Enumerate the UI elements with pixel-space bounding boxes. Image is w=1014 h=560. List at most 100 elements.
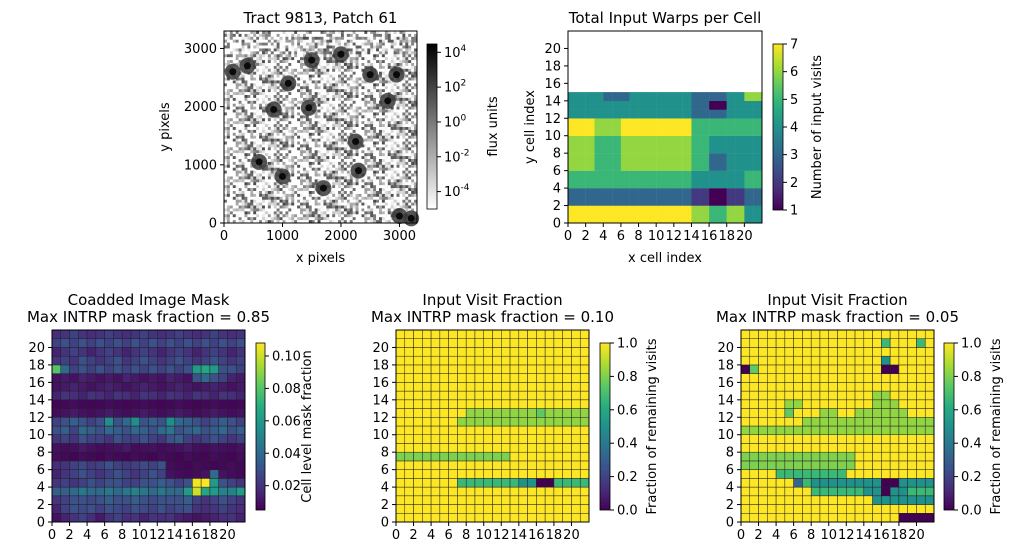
sky-pixel <box>236 127 239 130</box>
sky-pixel <box>288 115 291 118</box>
sky-pixel <box>268 142 271 145</box>
sky-pixel <box>312 165 315 168</box>
sky-pixel <box>344 171 347 174</box>
sky-pixel <box>353 127 356 130</box>
heatmap-cell <box>630 214 639 223</box>
sky-pixel <box>329 112 332 115</box>
sky-pixel <box>291 54 294 57</box>
y-tick-label: 3000 <box>184 42 217 57</box>
sky-pixel <box>303 46 306 49</box>
heatmap-cell <box>700 171 709 180</box>
sky-pixel <box>376 43 379 46</box>
heatmap-cell <box>718 179 727 188</box>
heatmap-cell <box>175 505 184 514</box>
sky-pixel <box>253 208 256 211</box>
sky-pixel <box>370 156 373 159</box>
sky-pixel <box>385 130 388 133</box>
sky-pixel <box>271 191 274 194</box>
sky-pixel <box>268 159 271 162</box>
x-tick-label: 1000 <box>266 229 299 244</box>
sky-pixel <box>329 142 332 145</box>
sky-pixel <box>332 203 335 206</box>
sky-pixel <box>405 104 408 107</box>
sky-pixel <box>382 133 385 136</box>
sky-pixel <box>297 107 300 110</box>
sky-pixel <box>338 118 341 121</box>
heatmap-cell <box>736 136 745 145</box>
sky-pixel <box>382 179 385 182</box>
sky-pixel <box>326 60 329 63</box>
sky-pixel <box>326 200 329 203</box>
sky-pixel <box>227 60 230 63</box>
sky-pixel <box>227 162 230 165</box>
sky-pixel <box>402 66 405 69</box>
sky-pixel <box>347 206 350 209</box>
sky-pixel <box>344 43 347 46</box>
sky-pixel <box>370 34 373 37</box>
sky-pixel <box>277 37 280 40</box>
x-tick-label: 14 <box>683 229 700 244</box>
heatmap-cell <box>700 136 709 145</box>
sky-pixel <box>271 168 274 171</box>
heatmap-cell <box>87 461 96 470</box>
sky-pixel <box>399 43 402 46</box>
sky-pixel <box>297 118 300 121</box>
sky-pixel <box>344 147 347 150</box>
heatmap-cell <box>674 136 683 145</box>
heatmap-cell <box>753 171 762 180</box>
sky-pixel <box>379 206 382 209</box>
sky-pixel <box>326 133 329 136</box>
sky-pixel <box>329 139 332 142</box>
sky-pixel <box>262 200 265 203</box>
sky-pixel <box>405 159 408 162</box>
x-tick-label: 0 <box>220 229 228 244</box>
heatmap-cell <box>612 206 621 215</box>
sky-pixel <box>338 150 341 153</box>
sky-pixel <box>367 185 370 188</box>
sky-pixel <box>256 211 259 214</box>
heatmap-cell <box>647 101 656 110</box>
sky-pixel <box>288 211 291 214</box>
sky-pixel <box>379 115 382 118</box>
sky-pixel <box>399 107 402 110</box>
sky-pixel <box>288 156 291 159</box>
sky-pixel <box>265 142 268 145</box>
heatmap-cell <box>236 513 245 522</box>
sky-pixel <box>323 60 326 63</box>
sky-pixel <box>262 124 265 127</box>
sky-pixel <box>382 176 385 179</box>
sky-pixel <box>408 48 411 51</box>
sky-pixel <box>244 101 247 104</box>
sky-pixel <box>242 211 245 214</box>
sky-pixel <box>262 34 265 37</box>
sky-pixel <box>408 110 411 113</box>
heatmap-cell <box>131 452 140 461</box>
sky-pixel <box>402 89 405 92</box>
sky-pixel <box>341 211 344 214</box>
sky-pixel <box>230 83 233 86</box>
sky-pixel <box>379 217 382 220</box>
heatmap-cell <box>621 197 630 206</box>
sky-pixel <box>364 40 367 43</box>
sky-pixel <box>405 46 408 49</box>
sky-pixel <box>291 171 294 174</box>
sky-pixel <box>230 153 233 156</box>
sky-pixel <box>282 214 285 217</box>
sky-pixel <box>405 197 408 200</box>
sky-pixel <box>405 60 408 63</box>
sky-pixel <box>359 48 362 51</box>
sky-pixel <box>318 176 321 179</box>
sky-pixel <box>356 63 359 66</box>
sky-pixel <box>350 95 353 98</box>
sky-pixel <box>359 89 362 92</box>
sky-pixel <box>361 118 364 121</box>
sky-pixel <box>408 182 411 185</box>
heatmap-cell <box>70 470 79 479</box>
heatmap-cell <box>227 461 236 470</box>
sky-pixel <box>402 179 405 182</box>
sky-pixel <box>247 37 250 40</box>
sky-pixel <box>350 162 353 165</box>
sky-pixel <box>399 86 402 89</box>
sky-pixel <box>382 144 385 147</box>
sky-pixel <box>259 208 262 211</box>
